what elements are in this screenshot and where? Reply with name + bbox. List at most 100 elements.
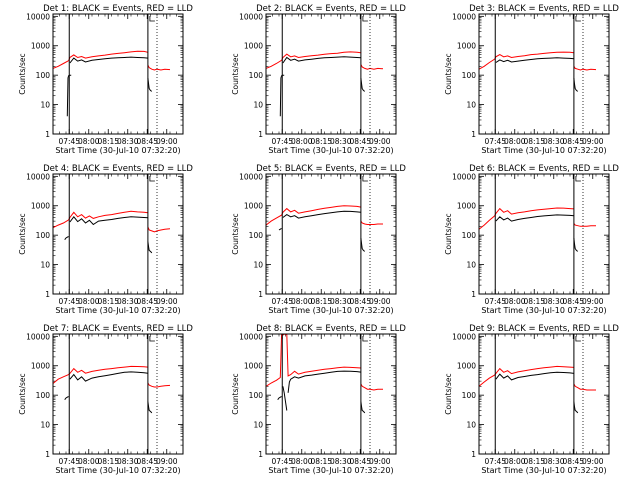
x-tick-label: 08:30 [330, 137, 352, 146]
y-tick-label: 10 [40, 101, 50, 110]
y-tick-label: 100 [249, 391, 264, 400]
x-tick-label: 08:00 [291, 457, 313, 466]
y-tick-label: 1 [45, 290, 50, 299]
lld-rate-line [266, 51, 361, 69]
y-tick-label: 1 [45, 450, 50, 459]
y-tick-label: 10 [253, 261, 263, 270]
y-tick-label: 1000 [457, 202, 476, 211]
panel-title: Det 3: BLACK = Events, RED = LLD [469, 4, 619, 14]
events-rate-line [287, 370, 361, 393]
events-rate-line [282, 56, 361, 64]
y-tick-label: 100 [36, 231, 51, 240]
x-tick-label: 07:45 [271, 297, 293, 306]
y-tick-label: 100 [249, 71, 264, 80]
x-axis-label: Start Time (30-Jul-10 07:32:20) [55, 466, 180, 475]
bracket-marker [362, 16, 368, 22]
y-tick-label: 100 [462, 391, 477, 400]
lld-rate-line [360, 220, 383, 225]
x-tick-label: 07:45 [58, 137, 80, 146]
y-tick-label: 1000 [457, 42, 476, 51]
bracket-marker [149, 176, 155, 182]
y-tick-label: 10000 [239, 332, 263, 341]
x-tick-label: 09:00 [582, 137, 604, 146]
events-rate-line [495, 371, 574, 381]
lld-rate-line [479, 365, 574, 387]
x-tick-label: 08:45 [562, 137, 584, 146]
y-tick-label: 10 [253, 421, 263, 430]
events-rate-line [282, 386, 288, 411]
detector-panel: Det 9: BLACK = Events, RED = LLD 1 10 100 10… [444, 324, 619, 475]
x-tick-label: 08:15 [310, 297, 332, 306]
series-group [479, 207, 596, 252]
x-tick-label: 09:00 [582, 457, 604, 466]
events-rate-line [278, 227, 282, 231]
lld-rate-line [479, 207, 574, 230]
events-rate-line [360, 237, 366, 252]
x-tick-label: 07:45 [58, 297, 80, 306]
y-tick-label: 10000 [452, 332, 476, 341]
x-tick-label: 08:15 [97, 137, 119, 146]
lld-rate-line [573, 383, 596, 391]
x-axis-label: Start Time (30-Jul-10 07:32:20) [481, 466, 606, 475]
events-rate-line [69, 371, 148, 382]
plot-frame [52, 173, 184, 295]
y-axis-label: Counts/sec [18, 213, 27, 254]
events-rate-line [573, 77, 579, 92]
y-tick-label: 1000 [244, 42, 263, 51]
x-tick-label: 08:45 [136, 297, 158, 306]
series-group [266, 51, 384, 117]
y-tick-label: 10000 [239, 12, 263, 21]
detector-panel: Det 1: BLACK = Events, RED = LLD 1 10 100 10… [18, 4, 193, 155]
lld-rate-line [479, 51, 574, 70]
plot-frame [265, 173, 397, 295]
events-rate-line [64, 236, 69, 241]
lld-rate-line [53, 210, 148, 229]
lld-rate-line [266, 334, 361, 387]
x-tick-label: 08:30 [330, 457, 352, 466]
x-tick-label: 08:15 [310, 137, 332, 146]
events-rate-line [277, 396, 282, 401]
events-rate-line [282, 210, 361, 219]
x-tick-label: 07:45 [484, 457, 506, 466]
x-tick-label: 09:00 [369, 297, 391, 306]
events-rate-line [360, 77, 366, 92]
lld-rate-line [360, 383, 383, 391]
y-axis-label: Counts/sec [444, 213, 453, 254]
panel-title: Det 2: BLACK = Events, RED = LLD [256, 4, 406, 14]
x-tick-label: 08:45 [349, 457, 371, 466]
x-tick-label: 08:15 [523, 297, 545, 306]
x-axis-label: Start Time (30-Jul-10 07:32:20) [268, 466, 393, 475]
x-tick-label: 09:00 [156, 137, 178, 146]
detector-panel: Det 8: BLACK = Events, RED = LLD 1 10 100 10… [231, 324, 406, 475]
panel-title: Det 7: BLACK = Events, RED = LLD [43, 324, 193, 334]
y-tick-label: 10000 [26, 332, 50, 341]
x-tick-label: 08:00 [78, 297, 100, 306]
x-tick-label: 08:15 [310, 457, 332, 466]
lld-rate-line [147, 226, 171, 233]
x-axis-label: Start Time (30-Jul-10 07:32:20) [481, 306, 606, 315]
detector-panel: Det 2: BLACK = Events, RED = LLD 1 10 100 10… [231, 4, 406, 155]
x-tick-label: 09:00 [369, 137, 391, 146]
x-tick-label: 08:00 [78, 137, 100, 146]
detector-panel: Det 7: BLACK = Events, RED = LLD 1 10 100 10… [18, 324, 193, 475]
y-tick-label: 10 [466, 101, 476, 110]
series-group [53, 50, 171, 117]
y-tick-label: 100 [462, 231, 477, 240]
y-tick-label: 1 [471, 130, 476, 139]
x-tick-label: 08:45 [349, 137, 371, 146]
y-tick-label: 1 [45, 130, 50, 139]
x-tick-label: 08:45 [349, 297, 371, 306]
x-tick-label: 08:00 [504, 137, 526, 146]
y-tick-label: 1 [258, 290, 263, 299]
detector-panel: Det 3: BLACK = Events, RED = LLD 1 10 100 10… [444, 4, 619, 155]
lld-rate-line [573, 223, 596, 227]
y-tick-label: 100 [462, 71, 477, 80]
y-tick-label: 100 [249, 231, 264, 240]
x-tick-label: 09:00 [582, 297, 604, 306]
y-tick-label: 1 [258, 130, 263, 139]
y-tick-label: 10 [466, 421, 476, 430]
events-rate-line [360, 401, 366, 414]
x-axis-label: Start Time (30-Jul-10 07:32:20) [268, 146, 393, 155]
x-axis-label: Start Time (30-Jul-10 07:32:20) [268, 306, 393, 315]
x-tick-label: 08:30 [117, 137, 139, 146]
